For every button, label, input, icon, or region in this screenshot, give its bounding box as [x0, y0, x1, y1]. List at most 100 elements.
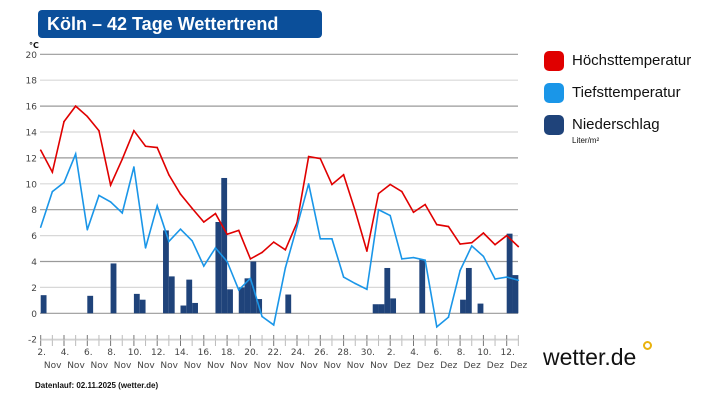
y-unit-label: °C — [29, 41, 39, 50]
y-tick-label: 18 — [26, 77, 38, 87]
x-tick-label-day: 28. — [337, 348, 351, 358]
min-temp-point — [447, 316, 450, 318]
min-temp-point — [331, 238, 333, 240]
max-temp-point — [98, 129, 100, 132]
x-tick-label-day: 2. — [387, 348, 396, 358]
precip-unit: Liter/m² — [572, 136, 600, 145]
logo-dot — [643, 341, 652, 350]
legend: Höchsttemperatur Tiefsttemperatur Nieder… — [544, 50, 691, 146]
min-temp-point — [51, 190, 54, 193]
max-temp-point — [226, 233, 228, 236]
min-temp-point — [296, 225, 298, 228]
x-tick-label-day: 10. — [128, 348, 142, 358]
x-tick-label-month: Nov — [254, 361, 272, 371]
min-temp-point — [505, 276, 508, 278]
max-temp-point — [436, 223, 438, 226]
max-temp-point — [470, 241, 473, 244]
min-temp-point — [98, 194, 100, 197]
legend-label: Höchsttemperatur — [572, 52, 692, 69]
data-run-note: Datenlauf: 02.11.2025 (wetter.de) — [35, 381, 159, 390]
precip-bar — [460, 299, 466, 314]
precip-bar — [506, 233, 513, 314]
precip-bar — [419, 259, 426, 314]
y-tick-label: 0 — [31, 310, 37, 320]
min-temp-point — [494, 278, 496, 280]
x-tick-label-month: Nov — [67, 361, 85, 371]
min-temp-point — [39, 226, 42, 228]
x-tick-label-month: Nov — [370, 361, 388, 371]
x-tick-label-day: 24. — [291, 348, 305, 358]
max-temp-line — [39, 104, 519, 261]
min-temp-point — [261, 315, 263, 318]
max-temp-point — [482, 232, 485, 234]
precip-bar — [390, 298, 397, 314]
y-tick-label: -2 — [28, 336, 37, 346]
min-temp-point — [517, 279, 520, 282]
min-temp-line — [39, 151, 519, 329]
precip-bar — [192, 302, 198, 314]
legend-item-precip: Niederschlag — [544, 114, 691, 135]
min-temp-point — [63, 181, 65, 184]
x-tick-label-day: 2. — [37, 348, 46, 358]
min-temp-point — [191, 239, 193, 242]
max-temp-point — [284, 249, 287, 251]
precip-bar — [40, 295, 47, 314]
min-temp-point — [436, 326, 438, 328]
x-tick-label-day: 8. — [107, 348, 116, 358]
legend-label: Niederschlag — [572, 116, 660, 133]
precip-bar — [186, 279, 193, 314]
x-tick-label-day: 12. — [151, 348, 165, 358]
precip-bar — [378, 304, 385, 314]
max-temp-point — [86, 115, 89, 118]
max-temp-point — [377, 192, 380, 195]
min-temp-point — [121, 212, 124, 214]
x-tick-label-month: Nov — [324, 361, 342, 371]
min-temp-point — [109, 201, 112, 203]
max-temp-point — [412, 211, 415, 214]
min-temp-point — [412, 256, 415, 259]
chart-title: Köln – 42 Tage Wettertrend — [38, 10, 322, 38]
x-tick-label-day: 4. — [61, 348, 70, 358]
precip-bar — [244, 278, 251, 314]
min-temp-point — [272, 324, 275, 326]
max-temp-point — [179, 193, 182, 195]
min-temp-point — [168, 240, 170, 243]
max-temp-point — [144, 145, 147, 148]
x-tick-label-day: 20. — [244, 348, 258, 358]
x-tick-label-month: Nov — [184, 361, 202, 371]
min-temp-point — [179, 228, 182, 230]
x-tick-label-month: Nov — [230, 361, 248, 371]
max-temp-point — [389, 183, 392, 186]
x-tick-label-day: 30. — [361, 348, 375, 358]
x-tick-label-month: Dez — [487, 361, 504, 371]
max-temp-point — [401, 190, 403, 193]
max-temp-point — [203, 221, 205, 223]
x-tick-label-day: 8. — [457, 348, 466, 358]
x-tick-label-month: Dez — [510, 361, 527, 371]
max-temp-point — [51, 171, 54, 173]
y-tick-label: 8 — [31, 206, 37, 216]
min-temp-point — [237, 289, 240, 291]
max-temp-point — [459, 243, 461, 245]
x-tick-label-day: 22. — [268, 348, 282, 358]
min-temp-point — [366, 288, 368, 291]
x-tick-label-month: Nov — [91, 361, 109, 371]
precip-bar — [215, 222, 222, 314]
max-temp-point — [249, 258, 252, 260]
max-temp-point — [133, 129, 135, 132]
max-temp-point — [272, 241, 275, 243]
min-temp-point — [214, 247, 217, 249]
max-temp-point — [191, 207, 193, 210]
min-temp-point — [470, 245, 473, 247]
x-tick-label-month: Nov — [277, 361, 295, 371]
y-tick-label: 16 — [26, 103, 38, 113]
max-temp-point — [237, 229, 240, 232]
min-temp-point — [307, 183, 310, 185]
min-temp-point — [401, 258, 403, 260]
x-tick-label-day: 14. — [174, 348, 188, 358]
legend-swatch-min — [544, 82, 564, 103]
precip-bar — [227, 289, 233, 314]
min-temp-point — [203, 265, 205, 267]
min-temp-point — [459, 269, 461, 272]
y-tick-label: 14 — [26, 129, 38, 139]
